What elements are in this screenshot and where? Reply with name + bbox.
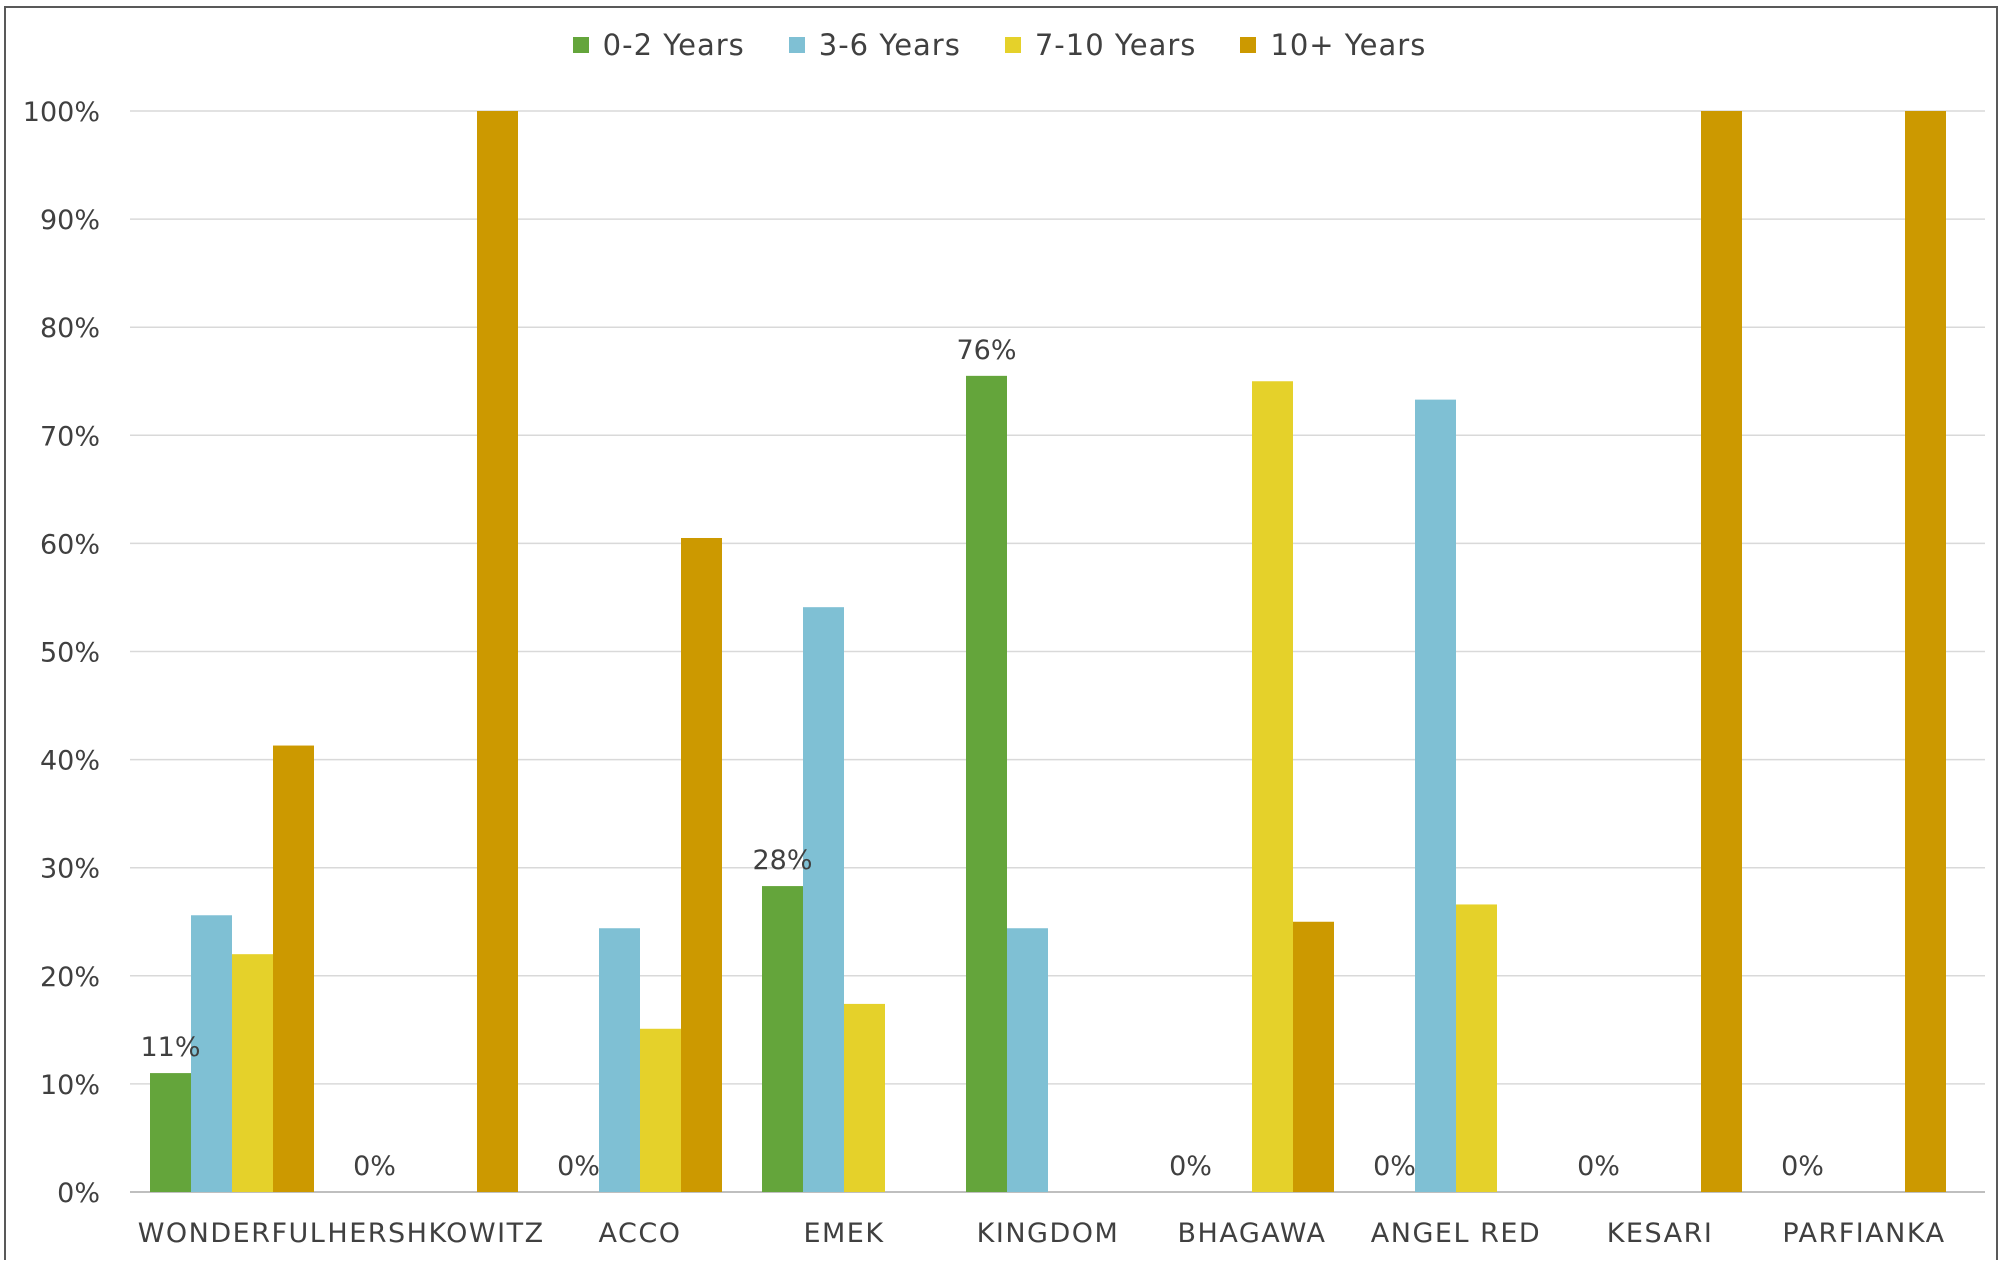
data-label: 76% [956,335,1016,366]
legend-swatch [1004,37,1021,53]
y-tick-label: 80% [40,313,100,344]
x-tick-label: ANGEL RED [1371,1218,1541,1249]
y-tick-label: 70% [40,421,100,452]
bar [1456,904,1497,1192]
x-tick-label: PARFIANKA [1782,1218,1945,1249]
bar [599,928,640,1192]
data-label: 0% [1169,1151,1212,1182]
x-tick-label: HERSHKOWITZ [327,1218,544,1249]
y-tick-label: 0% [57,1178,100,1209]
legend-label: 7-10 Years [1034,28,1197,62]
data-label: 0% [1373,1151,1416,1182]
data-label: 11% [140,1032,200,1063]
x-tick-label: KESARI [1607,1218,1714,1249]
bar [232,954,273,1192]
bar [1415,399,1456,1192]
bar [640,1028,681,1192]
y-tick-label: 50% [40,638,100,669]
legend-label: 0-2 Years [602,28,745,62]
legend-swatch [1240,37,1257,53]
bar [1701,111,1742,1192]
y-tick-label: 40% [40,746,100,777]
data-label: 0% [1577,1151,1620,1182]
legend-item-0-2-years: 0-2 Years [572,28,745,62]
bar [273,745,314,1192]
bar [803,607,844,1192]
data-label: 0% [353,1151,396,1182]
y-tick-label: 20% [40,962,100,993]
bar [1007,928,1048,1192]
y-tick-label: 10% [40,1070,100,1101]
bar [1252,381,1293,1192]
bar [150,1073,191,1192]
bar [191,915,232,1192]
y-tick-label: 100% [23,97,100,128]
legend: 0-2 Years 3-6 Years 7-10 Years 10+ Years [0,28,1999,62]
legend-item-3-6-years: 3-6 Years [788,28,961,62]
x-tick-label: BHAGAWA [1178,1218,1327,1249]
legend-swatch [572,37,589,53]
x-tick-label: EMEK [803,1218,884,1249]
bar [966,375,1007,1193]
legend-swatch [788,37,805,53]
legend-label: 10+ Years [1270,28,1427,62]
data-label: 28% [752,845,812,876]
bar [762,886,803,1192]
bar [844,1003,885,1192]
bar [477,111,518,1192]
data-labels: 11% 0% 0% 28% 76% 0% 0% 0% 0% [140,335,1823,1182]
legend-item-7-10-years: 7-10 Years [1004,28,1197,62]
bar [1905,111,1946,1192]
bar [681,537,722,1192]
x-tick-label: ACCO [599,1218,682,1249]
y-tick-label: 90% [40,205,100,236]
y-axis-ticks: 0% 10% 20% 30% 40% 50% 60% 70% 80% 90% 100% [23,97,100,1209]
x-axis-ticks: WONDERFUL HERSHKOWITZ ACCO EMEK KINGDOM BHAGA… [138,1218,1945,1249]
data-label: 0% [557,1151,600,1182]
x-tick-label: WONDERFUL [138,1218,327,1249]
bars [150,111,1946,1193]
legend-item-10-plus-years: 10+ Years [1240,28,1426,62]
y-tick-label: 30% [40,854,100,885]
x-tick-label: KINGDOM [977,1218,1120,1249]
bar [1293,921,1334,1192]
legend-label: 3-6 Years [818,28,961,62]
data-label: 0% [1781,1151,1824,1182]
gridlines [130,110,1985,1193]
y-tick-label: 60% [40,529,100,560]
